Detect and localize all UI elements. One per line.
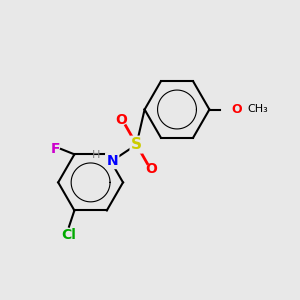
Text: Cl: Cl xyxy=(61,228,76,242)
Text: CH₃: CH₃ xyxy=(247,104,268,115)
Text: H: H xyxy=(92,150,100,161)
Text: O: O xyxy=(146,162,157,176)
Text: N: N xyxy=(106,154,118,168)
Text: O: O xyxy=(231,103,242,116)
Text: O: O xyxy=(116,113,127,127)
Text: F: F xyxy=(51,142,60,156)
Text: S: S xyxy=(131,137,142,152)
